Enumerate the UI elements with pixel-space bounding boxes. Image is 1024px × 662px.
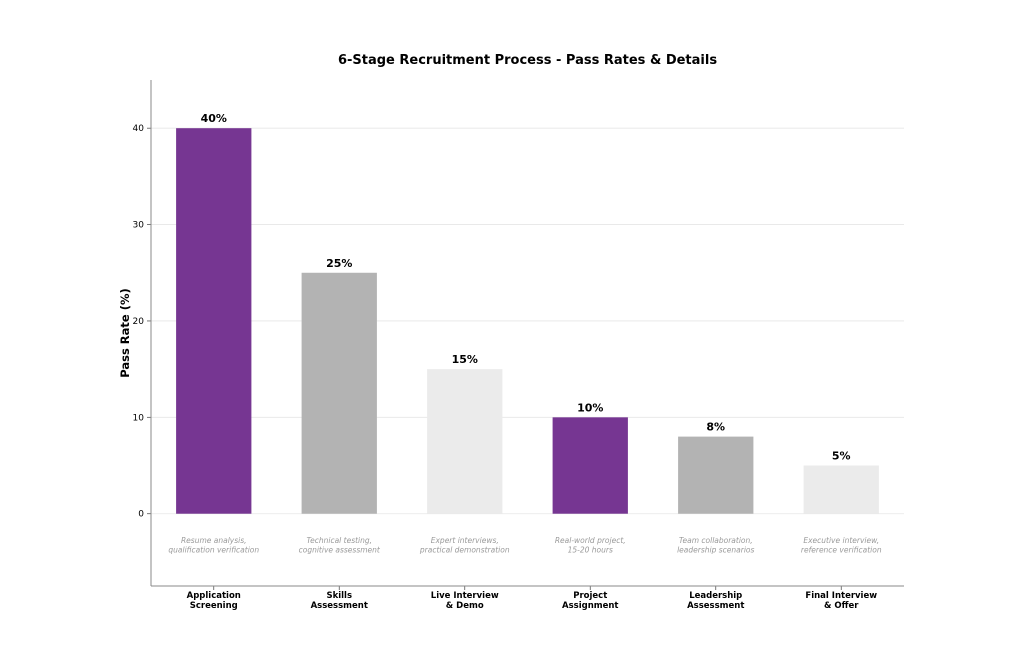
y-axis-label: Pass Rate (%) <box>118 288 132 378</box>
bar-description: cognitive assessment <box>299 546 381 555</box>
gridlines <box>151 127 904 515</box>
bar-description: Expert interviews, <box>431 536 499 545</box>
x-tick-label: & Offer <box>824 601 859 611</box>
x-tick-label: Assignment <box>562 601 618 611</box>
bar-value-label: 8% <box>706 421 725 434</box>
x-tick-label: Live Interview <box>431 591 499 601</box>
bar-description: practical demonstration <box>419 546 510 555</box>
bar-value-label: 40% <box>201 112 227 125</box>
y-tick-label: 0 <box>138 510 144 520</box>
x-tick-label: & Demo <box>446 601 484 611</box>
bar-description: Executive interview, <box>803 536 879 545</box>
bars <box>176 128 879 514</box>
x-tick-label: Leadership <box>689 591 742 601</box>
x-tick-label: Application <box>187 591 241 601</box>
bar-value-label: 25% <box>326 257 352 270</box>
y-tick-label: 20 <box>133 317 145 327</box>
x-tick-label: Screening <box>190 601 238 611</box>
bar-description: 15-20 hours <box>568 546 613 555</box>
x-tick-label: Skills <box>326 591 352 601</box>
y-tick-label: 10 <box>133 413 145 423</box>
bar <box>678 436 754 514</box>
y-tick-label: 30 <box>133 221 145 231</box>
bar <box>427 369 503 514</box>
bar <box>803 465 879 514</box>
bar-value-label: 5% <box>832 450 851 463</box>
axes: 010203040ApplicationScreeningSkillsAsses… <box>133 80 904 611</box>
chart-title: 6-Stage Recruitment Process - Pass Rates… <box>338 53 717 68</box>
bar-description: qualification verification <box>168 546 259 555</box>
bar <box>552 417 628 514</box>
bar-description: Team collaboration, <box>679 536 753 545</box>
x-tick-label: Assessment <box>311 601 368 611</box>
bar-description: reference verification <box>801 546 882 555</box>
labels: 40% Resume analysis,qualification verific… <box>168 112 881 554</box>
bar-description: Real-world project, <box>555 536 626 545</box>
x-tick-label: Project <box>573 591 607 601</box>
x-tick-label: Assessment <box>687 601 744 611</box>
bar <box>176 128 252 514</box>
bar-description: Resume analysis, <box>181 536 247 545</box>
bar <box>301 272 377 514</box>
x-tick-label: Final Interview <box>805 591 877 601</box>
bar-value-label: 15% <box>452 353 478 366</box>
bar-value-label: 10% <box>577 401 603 414</box>
bar-description: leadership scenarios <box>677 546 754 555</box>
bar-description: Technical testing, <box>306 536 372 545</box>
y-tick-label: 40 <box>133 124 145 134</box>
